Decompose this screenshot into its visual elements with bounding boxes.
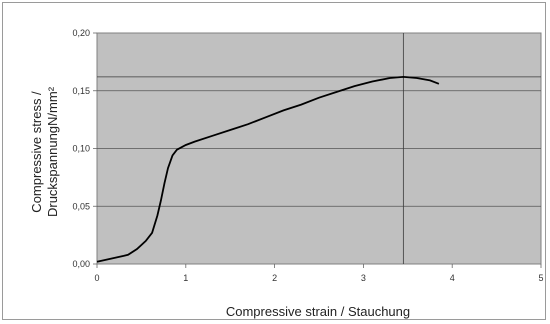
x-axis-label: Compressive strain / Stauchung — [226, 304, 410, 319]
x-tick-label: 0 — [94, 273, 99, 283]
x-axis-ticks: 0 1 2 3 4 5 — [94, 264, 544, 283]
reference-lines — [97, 33, 541, 264]
grid-lines — [97, 90, 541, 207]
stress-strain-curve — [96, 75, 440, 263]
y-axis-label-line1: Compressive stress / — [29, 91, 44, 213]
y-tick-label: 0,00 — [72, 259, 90, 269]
y-axis-ticks: 0,00 0,05 0,10 0,15 0,20 — [72, 28, 97, 269]
y-axis-label-line2: DruckspannungN/mm² — [45, 86, 60, 217]
y-tick-label: 0,05 — [72, 201, 90, 211]
y-tick-label: 0,15 — [72, 86, 90, 96]
y-tick-label: 0,10 — [72, 144, 90, 154]
x-tick-label: 5 — [538, 273, 543, 283]
x-tick-label: 3 — [361, 273, 366, 283]
y-tick-label: 0,20 — [72, 28, 90, 38]
x-tick-label: 4 — [450, 273, 455, 283]
x-tick-label: 1 — [183, 273, 188, 283]
x-tick-label: 2 — [272, 273, 277, 283]
